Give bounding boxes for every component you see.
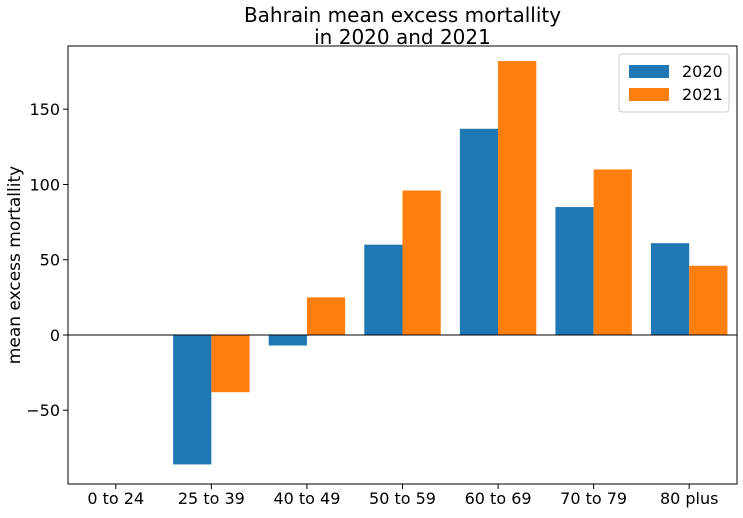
bar-2021-60-to-69 bbox=[498, 61, 537, 335]
bar-2021-70-to-79 bbox=[593, 169, 632, 335]
legend-label-2020: 2020 bbox=[682, 62, 723, 81]
bar-2020-50-to-59 bbox=[364, 244, 403, 335]
bar-2020-70-to-79 bbox=[555, 207, 594, 335]
bar-2021-80-plus bbox=[689, 265, 728, 335]
y-tick-label: 0 bbox=[50, 326, 60, 345]
y-axis-label: mean excess mortallity bbox=[5, 166, 25, 364]
y-tick-label: 50 bbox=[40, 251, 60, 270]
bar-2020-25-to-39 bbox=[173, 334, 212, 465]
x-tick-label: 60 to 69 bbox=[465, 489, 532, 508]
x-tick-label: 50 to 59 bbox=[369, 489, 436, 508]
plot-frame bbox=[67, 45, 738, 485]
bar-2021-40-to-49 bbox=[306, 297, 346, 335]
chart-title-line: in 2020 and 2021 bbox=[314, 25, 491, 49]
bar-2020-80-plus bbox=[650, 243, 690, 335]
chart-title-line: Bahrain mean excess mortallity bbox=[244, 3, 561, 27]
y-axis: −50 0 50 100 150 bbox=[26, 100, 68, 420]
x-tick-label: 80 plus bbox=[660, 489, 719, 508]
bar-2020-40-to-49 bbox=[268, 334, 307, 346]
x-tick-label: 70 to 79 bbox=[560, 489, 627, 508]
y-tick-label: −50 bbox=[26, 401, 60, 420]
bar-2020-60-to-69 bbox=[459, 128, 499, 335]
x-tick-label: 0 to 24 bbox=[87, 489, 144, 508]
bar-2021-50-to-59 bbox=[402, 190, 441, 335]
legend-label-2021: 2021 bbox=[682, 85, 723, 104]
x-axis: 0 to 24 25 to 39 40 to 49 50 to 59 60 to 69 7… bbox=[87, 484, 718, 508]
legend-swatch-2021 bbox=[629, 88, 669, 101]
legend-swatch-2020 bbox=[629, 65, 669, 78]
y-tick-label: 150 bbox=[29, 100, 60, 119]
y-tick-label: 100 bbox=[29, 175, 60, 194]
bar-2021-25-to-39 bbox=[211, 334, 250, 393]
bars-layer bbox=[173, 61, 728, 465]
x-tick-label: 40 to 49 bbox=[273, 489, 340, 508]
legend: 2020 2021 bbox=[618, 53, 730, 113]
x-tick-label: 25 to 39 bbox=[178, 489, 245, 508]
